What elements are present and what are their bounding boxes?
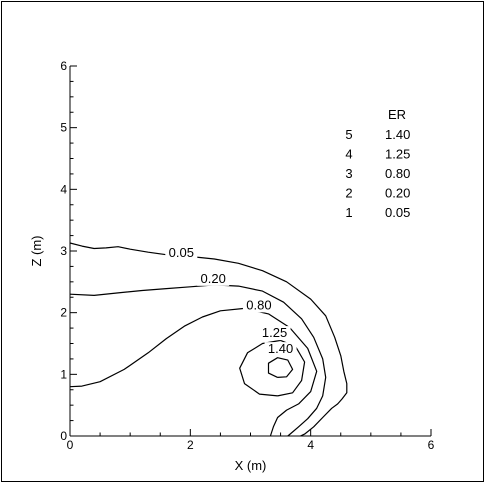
legend-level: 4 [345,147,352,162]
contour-label: 0.05 [169,245,194,260]
contour-label-bg [197,271,230,286]
x-axis-title: X (m) [235,458,267,473]
y-tick-label: 1 [60,367,67,381]
contour-label: 1.40 [268,341,293,356]
contour-label-bg [264,342,297,357]
x-tick-label: 0 [67,438,74,452]
x-tick-label: 2 [187,438,194,452]
contour-line-0.05 [69,242,348,437]
y-axis-title: Z (m) [29,235,44,266]
legend-value: 0.05 [385,205,410,220]
y-tick-label: 0 [60,429,67,443]
contour-label-bg [258,326,291,341]
x-tick-label: 6 [428,438,435,452]
legend-value: 0.80 [385,166,410,181]
y-tick-label: 2 [60,306,67,320]
contour-line-1.25 [239,339,306,397]
contour-label: 0.20 [201,271,226,286]
contour-label-bg [242,298,275,313]
legend-value: 1.40 [385,127,410,142]
y-tick-label: 6 [60,59,67,73]
contour-line-0.20 [69,284,327,437]
legend-level: 2 [345,186,352,201]
legend-value: 0.20 [385,186,410,201]
contour-label: 1.25 [262,325,287,340]
y-tick-label: 5 [60,121,67,135]
x-tick-label: 4 [307,438,314,452]
contour-label: 0.80 [246,297,271,312]
y-tick-label: 3 [60,244,67,258]
contour-line-1.40 [267,357,294,378]
legend-level: 3 [345,166,352,181]
legend-level: 1 [345,205,352,220]
legend-level: 5 [345,127,352,142]
y-tick-label: 4 [60,182,67,196]
legend-title: ER [388,107,406,122]
contour-label-bg [165,245,198,260]
legend-value: 1.25 [385,147,410,162]
